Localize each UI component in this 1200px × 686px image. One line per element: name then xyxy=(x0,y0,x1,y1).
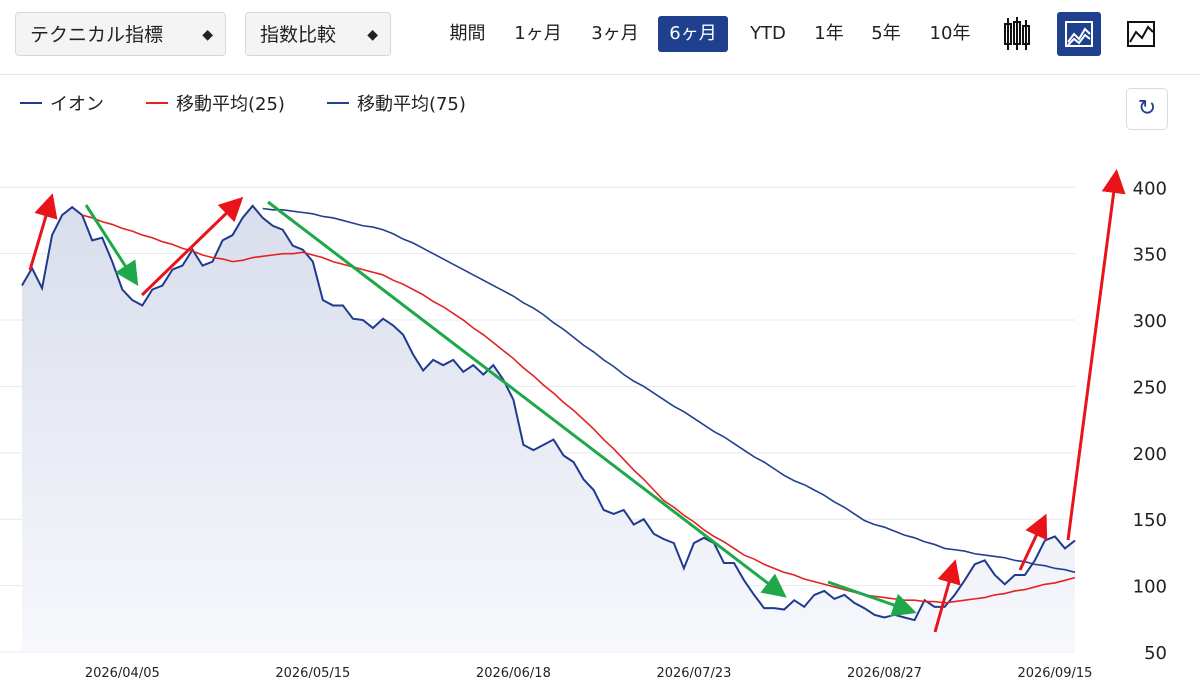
arrow xyxy=(28,193,58,271)
period-button[interactable]: 3ヶ月 xyxy=(591,23,639,44)
y-tick-label: 400 xyxy=(1133,178,1167,199)
period-label: 期間 xyxy=(449,23,486,44)
arrow xyxy=(267,200,787,598)
arrow xyxy=(933,559,961,633)
icon xyxy=(1065,21,1093,47)
y-tick-label: 300 xyxy=(1133,311,1167,332)
x-tick-label: 2026/07/23 xyxy=(656,666,731,681)
icon xyxy=(1004,17,1030,50)
select-arrow: ◆ xyxy=(367,27,378,43)
indicator-label: テクニカル指標 xyxy=(30,24,164,46)
indicator-select[interactable]: テクニカル指標 ◆ xyxy=(15,12,226,56)
candle-icon[interactable] xyxy=(995,12,1039,56)
x-tick-label: 2026/04/05 xyxy=(85,666,160,681)
arrow xyxy=(827,580,917,617)
x-tick-label: 2026/08/27 xyxy=(847,666,922,681)
annotation-arrows xyxy=(28,169,1126,633)
y-tick-label: 50 xyxy=(1144,643,1167,664)
plot: 50 100 150 200 250 300 350 400 2026/04/05 2026/05… xyxy=(0,94,1167,681)
compare-select[interactable]: 指数比較 ◆ xyxy=(245,12,391,56)
select-arrow: ◆ xyxy=(202,27,213,43)
period-button[interactable]: 5年 xyxy=(871,23,901,44)
line-icon[interactable] xyxy=(1119,12,1163,56)
period-button[interactable]: 1ヶ月 xyxy=(514,23,562,44)
arrow xyxy=(140,196,244,297)
period-button[interactable]: YTD xyxy=(750,23,786,44)
y-tick-label: 100 xyxy=(1133,577,1167,598)
x-tick-label: 2026/06/18 xyxy=(476,666,551,681)
x-tick-label: 2026/05/15 xyxy=(275,666,350,681)
x-tick-label: 2026/09/15 xyxy=(1017,666,1092,681)
arrow xyxy=(1018,513,1048,571)
y-tick-label: 250 xyxy=(1133,377,1167,398)
series-line xyxy=(262,207,1076,574)
legend-label: 移動平均(25) xyxy=(176,94,285,115)
divider xyxy=(0,74,1200,75)
arrow xyxy=(84,204,139,287)
price-area xyxy=(22,205,1075,652)
arrow xyxy=(1066,169,1126,541)
y-tick-label: 350 xyxy=(1133,245,1167,266)
y-tick-label: 200 xyxy=(1133,444,1167,465)
period-button[interactable]: 10年 xyxy=(929,23,971,44)
period-button[interactable]: 6ヶ月 xyxy=(658,16,728,52)
period-button[interactable]: 1年 xyxy=(814,23,844,44)
legend-label: イオン xyxy=(50,94,104,115)
legend-label: 移動平均(75) xyxy=(357,94,466,115)
y-tick-label: 150 xyxy=(1133,510,1167,531)
refresh-button[interactable]: ↻ xyxy=(1126,88,1168,130)
compare-label: 指数比較 xyxy=(260,24,337,46)
icon xyxy=(1127,21,1155,47)
area-icon[interactable] xyxy=(1057,12,1101,56)
